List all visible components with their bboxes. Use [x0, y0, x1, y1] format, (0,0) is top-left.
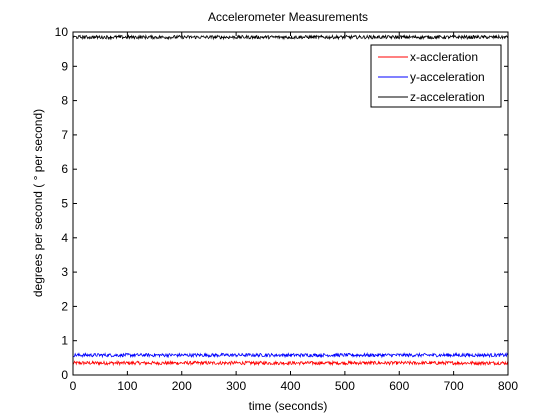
legend-label: y-acceleration	[410, 70, 485, 84]
y-tick-label: 1	[61, 334, 68, 348]
legend-label: z-acceleration	[410, 90, 485, 104]
y-axis-label: degrees per second ( ° per second)	[31, 109, 45, 297]
x-tick-label: 400	[280, 379, 300, 393]
y-tick-label: 6	[61, 162, 68, 176]
x-tick-label: 0	[70, 379, 77, 393]
y-tick-label: 3	[61, 265, 68, 279]
series-layer	[72, 33, 509, 367]
series-line-x-accleration	[72, 359, 509, 367]
y-tick-label: 2	[61, 299, 68, 313]
y-tick-label: 0	[61, 368, 68, 382]
x-axis-label: time (seconds)	[249, 399, 328, 413]
y-axis: 0 1 2 3 4 5 6 7 8 9 10	[55, 25, 508, 382]
series-line-y-acceleration	[72, 351, 509, 359]
x-tick-label: 300	[226, 379, 246, 393]
legend: x-accleration y-acceleration z-acceleratio…	[370, 44, 502, 108]
x-tick-label: 100	[117, 379, 137, 393]
x-axis: 0 100 200 300 400 500 600 700 800	[70, 32, 518, 393]
x-tick-label: 500	[335, 379, 355, 393]
x-tick-label: 800	[498, 379, 518, 393]
y-tick-label: 8	[61, 94, 68, 108]
x-tick-label: 700	[444, 379, 464, 393]
legend-label: x-accleration	[410, 50, 478, 64]
chart-title: Accelerometer Measurements	[208, 10, 368, 24]
legend-items: x-accleration y-acceleration z-acceleratio…	[378, 50, 485, 104]
x-tick-label: 200	[172, 379, 192, 393]
series-line-z-acceleration	[72, 33, 509, 41]
y-tick-label: 9	[61, 59, 68, 73]
y-tick-label: 5	[61, 197, 68, 211]
y-tick-label: 4	[61, 231, 68, 245]
y-tick-label: 10	[55, 25, 69, 39]
y-tick-label: 7	[61, 128, 68, 142]
x-tick-label: 600	[389, 379, 409, 393]
